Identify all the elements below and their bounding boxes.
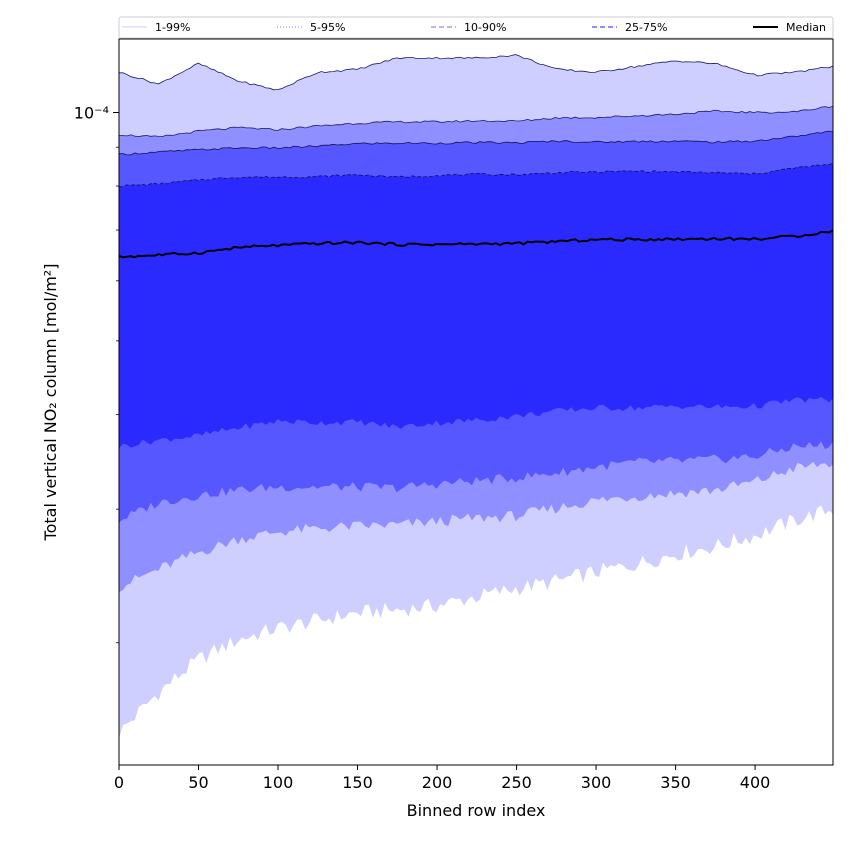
legend: 1-99% 5-95% 10-90% 25-75% Median bbox=[118, 16, 834, 39]
legend-box bbox=[118, 16, 834, 39]
edge-10-90-upper bbox=[119, 130, 834, 156]
legend-label: Median bbox=[786, 21, 826, 34]
legend-item: 10-90% bbox=[431, 21, 506, 34]
x-tick-label: 150 bbox=[342, 773, 373, 792]
x-tick-label: 50 bbox=[188, 773, 208, 792]
y-axis: 10⁻⁴ bbox=[74, 104, 119, 644]
median-layer bbox=[118, 229, 834, 259]
legend-item: 5-95% bbox=[277, 21, 345, 34]
x-axis-label: Binned row index bbox=[407, 801, 546, 820]
percentile-bands bbox=[118, 54, 834, 739]
edge-5-95-upper bbox=[118, 105, 834, 137]
band-25-75 bbox=[119, 163, 833, 449]
x-tick-label: 400 bbox=[740, 773, 771, 792]
legend-item: 1-99% bbox=[122, 21, 190, 34]
legend-label: 5-95% bbox=[310, 21, 345, 34]
edge-1-99-upper bbox=[119, 54, 834, 91]
x-axis: 0 50 100 150 200 250 300 350 400 bbox=[114, 765, 770, 792]
x-tick-label: 200 bbox=[422, 773, 453, 792]
x-tick-label: 100 bbox=[263, 773, 294, 792]
x-tick-label: 250 bbox=[501, 773, 532, 792]
x-tick-label: 350 bbox=[660, 773, 691, 792]
median-line bbox=[118, 229, 834, 259]
legend-label: 1-99% bbox=[155, 21, 190, 34]
legend-item: Median bbox=[753, 21, 826, 34]
plot-frame bbox=[118, 38, 834, 766]
legend-item: 25-75% bbox=[592, 21, 667, 34]
y-tick-label: 10⁻⁴ bbox=[74, 104, 109, 123]
x-tick-label: 0 bbox=[114, 773, 124, 792]
y-axis-label: Total vertical NO₂ column [mol/m²] bbox=[41, 264, 60, 542]
edge-25-75-upper bbox=[118, 162, 834, 188]
legend-label: 10-90% bbox=[464, 21, 506, 34]
legend-label: 25-75% bbox=[625, 21, 667, 34]
x-tick-label: 300 bbox=[581, 773, 612, 792]
